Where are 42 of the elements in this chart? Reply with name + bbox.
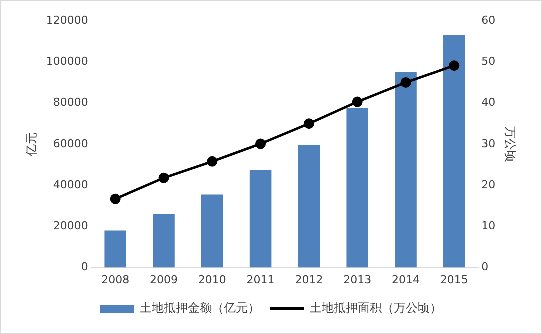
y-tick-label: 40000 — [53, 178, 88, 192]
legend-label: 土地抵押金额（亿元） — [140, 301, 260, 316]
y2-axis-title: 万公顷 — [504, 126, 518, 162]
legend-label: 土地抵押面积（万公顷） — [310, 301, 442, 316]
bar — [202, 194, 224, 268]
x-tick-label: 2011 — [246, 273, 275, 286]
bar — [153, 214, 175, 268]
y2-tick-label: 50 — [482, 54, 496, 68]
bar — [346, 108, 368, 268]
x-tick-label: 2009 — [150, 273, 178, 286]
bar — [298, 145, 320, 268]
bar — [250, 170, 272, 268]
x-tick-label: 2014 — [392, 273, 420, 286]
y-tick-label: 100000 — [46, 54, 88, 68]
x-tick-label: 2008 — [102, 273, 130, 286]
bar — [104, 230, 126, 268]
x-tick-label: 2013 — [344, 273, 372, 286]
y-tick-label: 60000 — [53, 137, 88, 150]
point — [110, 194, 121, 204]
point — [207, 156, 218, 167]
point — [158, 172, 170, 184]
y-tick-label: 120000 — [46, 14, 88, 27]
y2-tick-label: 20 — [482, 178, 496, 192]
point — [256, 138, 266, 150]
y-tick-label: 80000 — [53, 96, 88, 110]
y-axis-title: 亿元 — [24, 132, 38, 158]
x-tick-label: 2015 — [440, 273, 468, 286]
point — [304, 118, 314, 130]
y2-tick-label: 0 — [482, 260, 489, 274]
x-tick-label: 2012 — [295, 273, 324, 286]
bar — [395, 72, 417, 268]
point — [449, 60, 460, 72]
y2-tick-label: 60 — [482, 14, 496, 27]
y2-tick-label: 10 — [482, 220, 496, 233]
x-tick-label: 2010 — [198, 273, 226, 286]
bar — [444, 35, 466, 268]
point — [352, 96, 363, 108]
point — [400, 77, 412, 88]
y2-tick-label: 30 — [482, 137, 496, 150]
y2-tick-label: 40 — [482, 96, 496, 110]
y-tick-label: 20000 — [53, 220, 88, 233]
y-tick-label: 0 — [81, 260, 88, 274]
